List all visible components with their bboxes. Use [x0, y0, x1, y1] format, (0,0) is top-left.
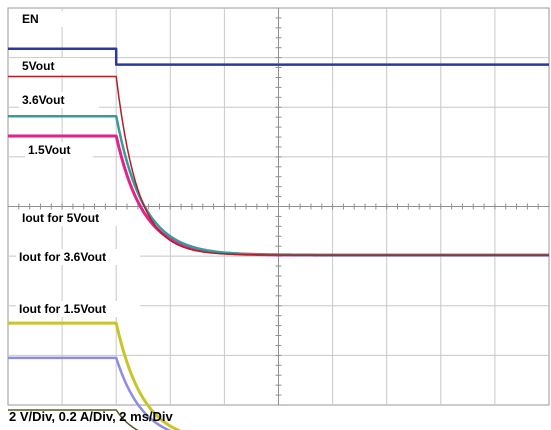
label-iout-for-1-5vout: Iout for 1.5Vout [16, 301, 140, 317]
label-backdrop [19, 92, 99, 108]
label-iout-for-5vout: Iout for 5Vout [19, 210, 141, 226]
trace-1-5vout [8, 75, 549, 256]
label-backdrop [25, 142, 93, 158]
trace-label-text: Iout for 5Vout [22, 211, 99, 225]
trace-label-text: 5Vout [22, 59, 54, 73]
label-backdrop [19, 11, 89, 27]
trace-label-text: Iout for 1.5Vout [19, 302, 106, 316]
label-backdrop [16, 249, 140, 265]
scale-caption: 2 V/Div, 0.2 A/Div, 2 ms/Div [9, 409, 173, 424]
trace-en [8, 47, 549, 66]
trace-label-text: Iout for 3.6Vout [19, 250, 106, 264]
label-backdrop [19, 210, 141, 226]
label-en: EN [19, 11, 89, 27]
trace-labels: EN 5Vout 3.6Vout 1.5Vout Iout for 5Vout Iout … [16, 11, 141, 317]
label-iout-for-3-6vout: Iout for 3.6Vout [16, 249, 140, 265]
label-3-6vout: 3.6Vout [19, 92, 99, 108]
label-backdrop [19, 58, 81, 74]
trace-label-text: EN [22, 12, 39, 26]
label-5vout: 5Vout [19, 58, 81, 74]
trace-label-text: 3.6Vout [22, 93, 64, 107]
label-backdrop [16, 301, 140, 317]
label-1-5vout: 1.5Vout [25, 142, 93, 158]
waveform-traces [8, 47, 550, 430]
trace-label-text: 1.5Vout [28, 143, 70, 157]
